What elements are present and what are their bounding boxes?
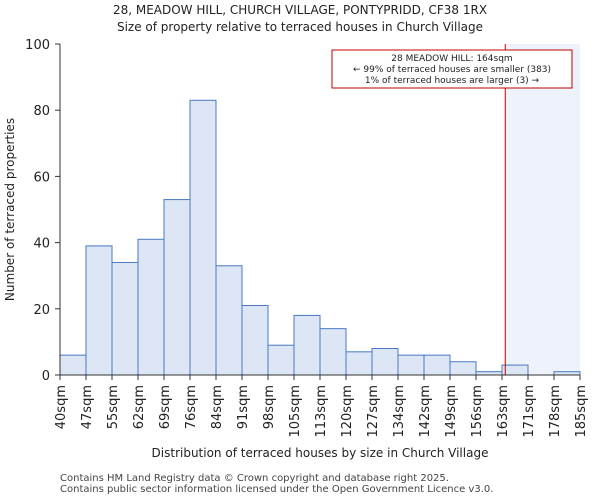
highlight-region [505,44,580,375]
x-tick-label: 149sqm [444,385,459,438]
x-tick-label: 185sqm [574,385,589,438]
x-tick-label: 40sqm [54,385,69,429]
histogram-bar [267,344,295,376]
x-tick-label: 62sqm [132,385,147,429]
x-tick-label: 163sqm [496,385,511,438]
histogram-bar [241,304,269,376]
histogram-bar [397,354,425,376]
y-axis-label: Number of terraced properties [3,118,17,301]
histogram-bar [59,354,87,376]
footer-licence: Contains public sector information licen… [60,484,494,495]
histogram-bar [423,354,451,376]
histogram-bar [449,361,477,376]
x-tick-label: 171sqm [522,385,537,438]
annotation-box [331,49,573,89]
x-tick-label: 178sqm [548,385,563,438]
histogram-bar [371,348,399,376]
annotation-line-3: 1% of terraced houses are larger (3) → [365,76,540,86]
histogram-bar [215,265,243,376]
x-tick-label: 76sqm [184,385,199,429]
y-tick-label: 80 [33,104,50,119]
chart-title: 28, MEADOW HILL, CHURCH VILLAGE, PONTYPR… [112,3,488,17]
x-axis-label: Distribution of terraced houses by size … [152,446,489,460]
x-tick-label: 98sqm [262,385,277,429]
x-tick-label: 142sqm [418,385,433,438]
x-tick-label: 134sqm [392,385,407,438]
x-tick-label: 120sqm [340,385,355,438]
x-tick-label: 91sqm [236,385,251,429]
histogram-bar [501,364,529,376]
y-tick-label: 0 [42,369,50,384]
y-tick-label: 40 [33,237,50,252]
chart-subtitle: Size of property relative to terraced ho… [116,20,484,34]
histogram-bar [137,238,165,376]
histogram-bar [85,245,113,376]
x-tick-label: 105sqm [288,385,303,438]
y-tick-label: 60 [33,170,50,185]
annotation-line-1: 28 MEADOW HILL: 164sqm [391,54,512,64]
footer-copyright: Contains HM Land Registry data © Crown c… [60,473,449,484]
x-tick-label: 113sqm [314,385,329,438]
x-tick-label: 69sqm [158,385,173,429]
x-tick-label: 47sqm [80,385,95,429]
y-tick-label: 20 [33,303,50,318]
histogram-bar [319,328,347,376]
x-tick-label: 55sqm [106,385,121,429]
x-tick-label: 156sqm [470,385,485,438]
y-tick-label: 100 [25,38,50,53]
histogram-bar [293,314,321,376]
x-tick-label: 127sqm [366,385,381,438]
annotation-line-2: ← 99% of terraced houses are smaller (38… [353,65,551,75]
histogram-bar [189,99,217,376]
histogram-bar [163,199,191,376]
histogram-bar [111,261,139,376]
x-tick-label: 84sqm [210,385,225,429]
histogram-bar [345,351,373,376]
